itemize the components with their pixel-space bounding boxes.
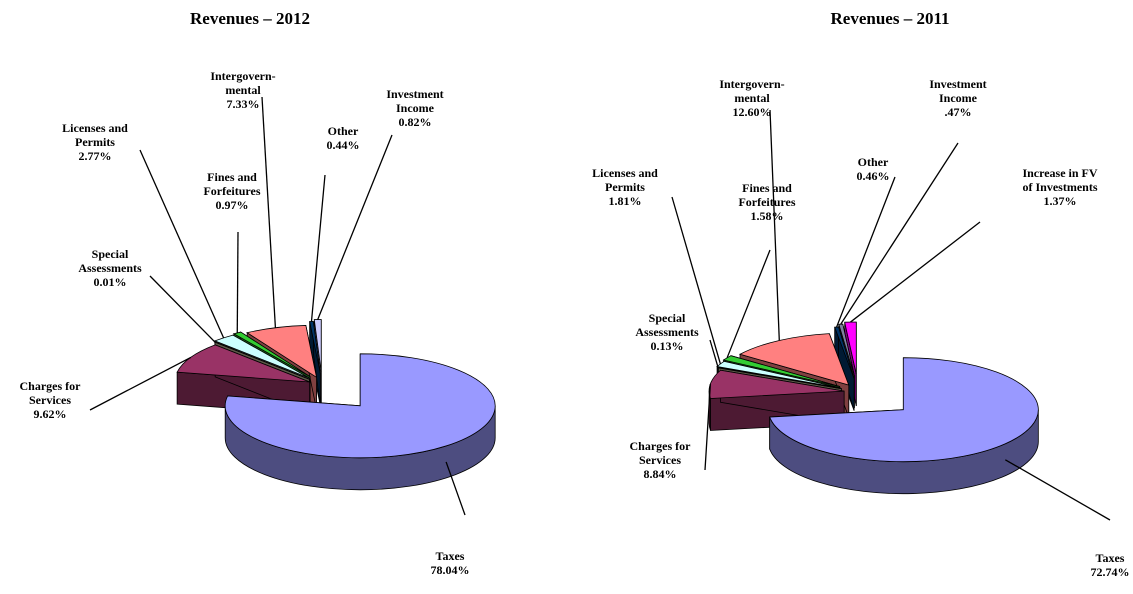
slice-label: Fines and Forfeitures (738, 181, 795, 209)
leader-line (709, 339, 719, 368)
value-label: 0.13% (651, 339, 684, 353)
slice (769, 357, 1039, 463)
slice-label: Increase in FV of Investments (1022, 166, 1097, 194)
leader-line (317, 134, 393, 320)
slice-label: Other (858, 155, 889, 169)
value-label: 1.58% (751, 209, 784, 223)
leader-line (445, 461, 466, 516)
slice (716, 360, 841, 389)
slice-label: Intergovern-mental (719, 77, 784, 105)
slice (309, 320, 321, 374)
value-label: 8.84% (644, 467, 677, 481)
leader-line (726, 249, 771, 359)
slice (232, 331, 311, 378)
chart-title: Revenues – 2012 (190, 9, 310, 28)
leader-line (139, 149, 225, 339)
value-label: .47% (945, 105, 972, 119)
slice-label: Licenses and Permits (592, 166, 658, 194)
slice (224, 353, 496, 459)
value-label: 72.74% (1091, 565, 1130, 579)
slice-label: Charges for Services (20, 379, 82, 407)
value-label: 1.81% (609, 194, 642, 208)
slice-label: Special Assessments (78, 247, 142, 275)
slice-label: Intergovern-mental (210, 69, 275, 97)
slice-label: Fines and Forfeitures (203, 170, 260, 198)
slice-label: Other (328, 124, 359, 138)
value-label: 0.82% (399, 115, 432, 129)
pie (176, 319, 496, 491)
value-label: 0.01% (94, 275, 127, 289)
leader-line (310, 174, 326, 322)
slice-label: Investment Income (386, 87, 443, 115)
value-label: 0.44% (327, 138, 360, 152)
leader-line (840, 142, 959, 325)
value-label: 12.60% (733, 105, 772, 119)
leader-line (835, 176, 896, 328)
leader-line (671, 196, 722, 365)
slice-label: Special Assessments (635, 311, 699, 339)
pie (708, 321, 1039, 495)
slice (246, 325, 318, 379)
value-label: 7.33% (227, 97, 260, 111)
chart-title: Revenues – 2011 (831, 9, 950, 28)
slice-label: Taxes (1096, 551, 1125, 565)
leader-line (850, 221, 981, 323)
leader-line (236, 231, 239, 333)
leader-line (704, 384, 712, 471)
slice-label: Charges for Services (630, 439, 692, 467)
slice (708, 369, 845, 399)
leader-line (1004, 459, 1111, 521)
value-label: 2.77% (79, 149, 112, 163)
value-label: 1.37% (1044, 194, 1077, 208)
value-label: 78.04% (431, 563, 470, 577)
slice (176, 344, 310, 383)
value-label: 0.46% (857, 169, 890, 183)
slice-label: Licenses and Permits (62, 121, 128, 149)
slice-label: Investment Income (929, 77, 986, 105)
leader-line (769, 109, 780, 341)
leader-line (149, 275, 216, 343)
value-label: 9.62% (34, 407, 67, 421)
leader-line (261, 96, 277, 328)
slice-label: Taxes (436, 549, 465, 563)
slice (722, 355, 840, 387)
leader-line (89, 356, 192, 411)
value-label: 0.97% (216, 198, 249, 212)
